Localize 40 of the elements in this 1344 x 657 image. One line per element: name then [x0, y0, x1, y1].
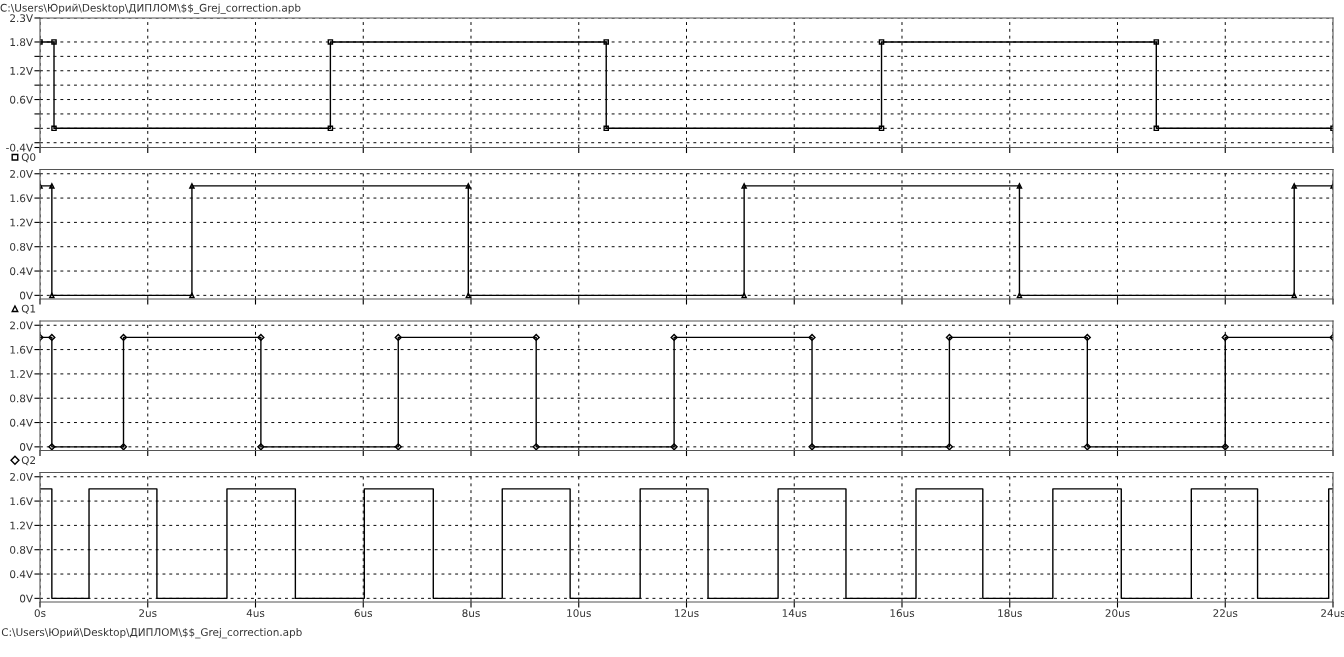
legend-label: Q2	[21, 456, 35, 466]
y-tick-label: 0V	[19, 594, 33, 603]
text: C:\Users\Юрий\Desktop\ДИПЛОМ\$$_Grej_correction.apb	[0, 3, 301, 14]
y-tick-label: 1.6V	[10, 345, 33, 354]
x-tick-label: 10us	[567, 609, 591, 618]
y-tick-label: 0.6V	[10, 95, 33, 104]
y-tick-label: 1.6V	[10, 497, 33, 506]
x-tick-label: 12us	[675, 609, 699, 618]
x-tick-label: 4us	[246, 609, 265, 618]
y-tick-label: 0.4V	[10, 570, 33, 579]
x-tick-label: 18us	[998, 609, 1022, 618]
y-tick-label: 0V	[19, 291, 33, 300]
y-tick-label: 0V	[19, 443, 33, 451]
legend-label: Q0	[21, 153, 36, 163]
x-tick-label: 16us	[890, 609, 915, 618]
x-tick-label: 14us	[782, 609, 807, 618]
y-tick-label: 0.8V	[10, 242, 33, 251]
x-tick-label: 2us	[139, 609, 157, 618]
y-tick-label: 1.2V	[10, 370, 33, 378]
y-tick-label: 2.0V	[10, 472, 33, 481]
y-tick-label: 1.2V	[10, 521, 33, 530]
y-tick-label: 1.6V	[10, 194, 33, 203]
y-tick-label: 0.4V	[10, 418, 33, 427]
x-tick-label: 0s	[34, 609, 46, 618]
y-tick-label: 1.2V	[10, 218, 33, 227]
y-tick-label: 2.0V	[10, 169, 33, 178]
y-tick-label: 0.8V	[10, 545, 33, 554]
y-tick-label: 0.8V	[10, 394, 33, 403]
x-tick-label: 6us	[354, 609, 373, 618]
x-tick-label: 20us	[1105, 609, 1130, 618]
x-tick-label: 8us	[462, 609, 480, 618]
y-tick-label: 2.3V	[10, 14, 33, 23]
y-tick-label: 1.8V	[10, 38, 33, 47]
x-tick-label: 22us	[1213, 609, 1238, 618]
y-tick-label: 1.2V	[10, 66, 33, 75]
y-tick-label: -0.4V	[6, 143, 33, 152]
y-tick-label: 2.0V	[10, 321, 33, 330]
text: C:\Users\Юрий\Desktop\ДИПЛОМ\$$_Grej_correction.apb	[1, 628, 302, 639]
y-tick-label: 0.4V	[10, 267, 33, 276]
legend-label: Q1	[21, 304, 36, 314]
